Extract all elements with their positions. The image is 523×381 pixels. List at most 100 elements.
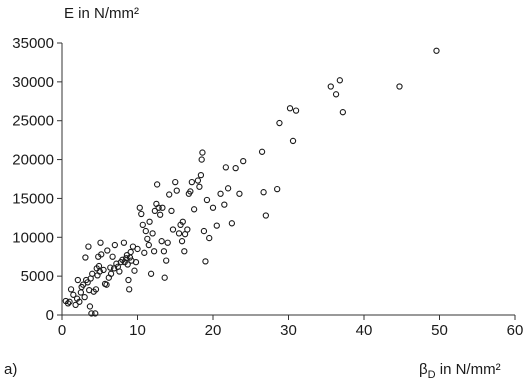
data-point [146,218,153,225]
y-tick-label: 20000 [12,152,54,169]
tick-marks [57,42,516,320]
data-point [161,274,168,281]
data-point [155,204,162,211]
data-point [125,276,132,284]
data-point [274,185,281,193]
x-tick-label: 50 [431,322,448,339]
data-point [433,47,440,54]
data-point [123,255,130,262]
data-point [84,279,91,286]
data-point [169,226,177,233]
data-point [163,257,170,264]
data-point [166,191,173,198]
data-point [142,227,149,235]
data-point [97,239,104,246]
data-point [396,83,403,90]
y-axis-title: E in N/mm² [64,5,139,22]
data-point [111,241,118,249]
data-point [276,119,283,127]
data-point [74,276,82,284]
x-axis-title-subscript: D [428,369,436,381]
data-point [327,83,334,90]
x-tick-label: 0 [58,322,66,339]
data-point [175,230,183,237]
x-tick-label: 10 [129,322,146,339]
data-point [153,181,161,188]
data-point [85,243,92,250]
data-point [89,270,96,277]
data-point [240,157,247,165]
y-tick-label: 5000 [21,268,54,285]
data-point [156,211,164,218]
data-point [196,183,203,190]
data-point [124,261,131,268]
data-point [145,241,152,249]
data-point [181,248,188,255]
data-point [136,204,143,211]
data-point [159,204,166,211]
data-point [107,270,115,277]
y-tick-label: 10000 [12,229,54,246]
x-axis-title-rest: in N/mm² [436,361,501,378]
data-point [194,177,202,184]
data-point [221,201,228,208]
data-point [339,109,347,116]
data-point [332,91,340,98]
data-point [141,249,148,256]
data-point [289,137,297,145]
y-tick-label: 35000 [12,35,54,52]
data-point [236,190,243,197]
data-point [262,212,269,219]
data-point [151,207,159,215]
data-point [92,286,100,293]
data-point [98,251,105,258]
data-point [188,178,196,186]
data-point [217,190,224,197]
panel-label: a) [4,361,17,378]
data-point [72,301,79,309]
data-point [202,258,209,265]
data-point [82,254,89,261]
data-points [62,47,440,317]
data-point [76,298,83,305]
data-point [81,293,88,301]
data-point [144,235,151,242]
data-point [179,218,186,225]
y-tick-label: 15000 [12,190,54,207]
data-point [200,227,208,235]
data-point [138,210,145,218]
data-point [222,164,229,171]
data-point [103,281,110,288]
data-point [213,222,220,229]
data-point [158,238,165,245]
x-axis-title-symbol: β [419,361,428,378]
data-point [132,259,140,266]
data-point [100,266,107,274]
data-point [232,164,239,172]
data-point [292,107,300,114]
y-tick-label: 0 [46,307,54,324]
data-point [116,268,123,275]
data-point [336,77,343,84]
y-tick-label: 30000 [12,74,54,91]
data-point [198,156,205,163]
y-tick-label: 25000 [12,113,54,130]
data-point [260,189,267,196]
data-point [127,248,134,256]
x-tick-label: 20 [205,322,222,339]
data-point [126,286,133,293]
data-point [107,264,114,271]
data-point [197,171,205,179]
data-point [190,206,198,213]
data-point [228,220,236,227]
data-point [86,303,94,310]
data-point [206,234,213,242]
data-point [134,245,141,253]
data-point [131,267,138,274]
x-tick-label: 60 [507,322,523,339]
data-point [172,178,179,186]
data-point [147,270,155,277]
data-point [88,310,95,317]
data-point [66,298,73,305]
